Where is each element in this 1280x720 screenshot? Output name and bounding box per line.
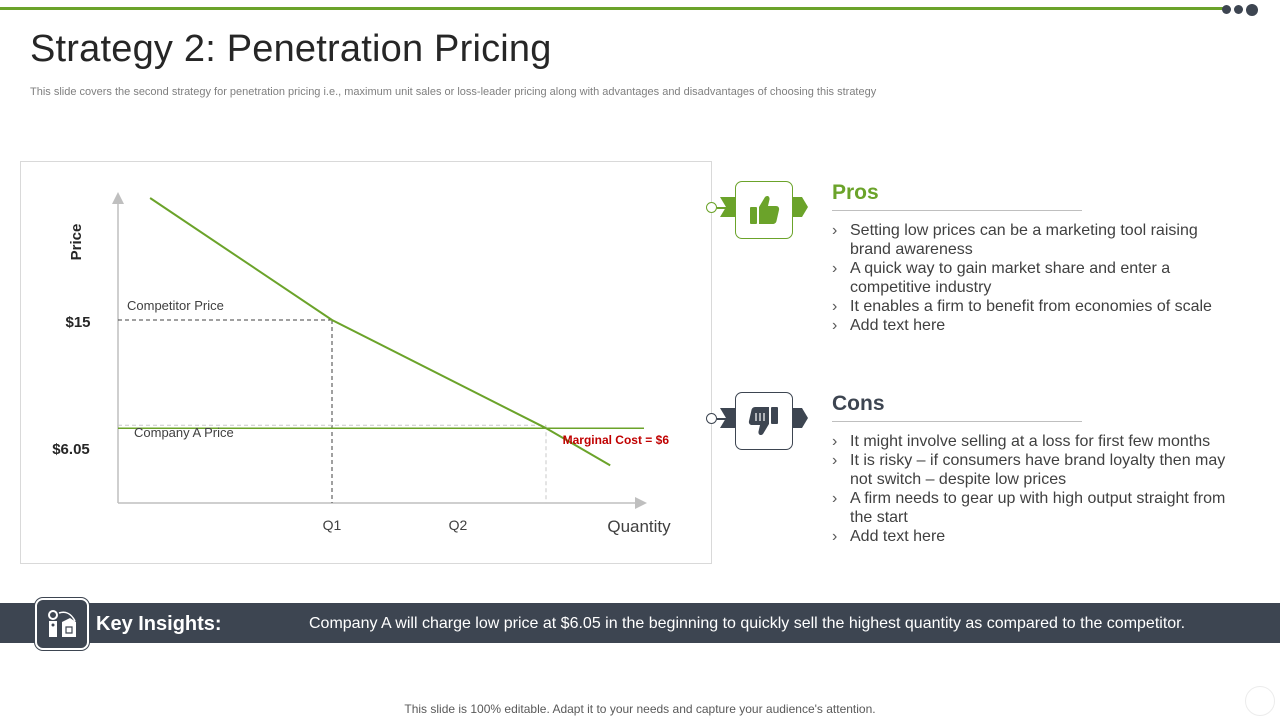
cons-ribbon-left bbox=[720, 408, 738, 428]
company-price-label: Company A Price bbox=[134, 425, 234, 440]
pros-connector-dot bbox=[706, 202, 717, 213]
list-item: It is risky – if consumers have brand lo… bbox=[832, 451, 1227, 489]
cons-icon-box bbox=[735, 392, 793, 450]
decorative-ring bbox=[1245, 686, 1275, 716]
thumbs-down-icon bbox=[748, 407, 778, 436]
pros-heading: Pros bbox=[832, 181, 879, 204]
pros-divider bbox=[832, 210, 1082, 211]
competitor-price-label: Competitor Price bbox=[127, 298, 224, 313]
pricing-chart: Price Quantity $15 $6.05 Q1 Q2 Competito… bbox=[20, 161, 712, 564]
list-item: A quick way to gain market share and ent… bbox=[832, 259, 1227, 297]
list-item: It might involve selling at a loss for f… bbox=[832, 432, 1227, 451]
list-item: A firm needs to gear up with high output… bbox=[832, 489, 1227, 527]
cons-heading: Cons bbox=[832, 392, 885, 415]
pros-ribbon-left bbox=[720, 197, 738, 217]
marginal-cost-label: Marginal Cost = $6 bbox=[563, 433, 670, 447]
list-item: It enables a firm to benefit from econom… bbox=[832, 297, 1227, 316]
x-tick-q2: Q2 bbox=[449, 517, 468, 533]
list-item: Add text here bbox=[832, 316, 1227, 335]
pros-ribbon-right bbox=[790, 197, 808, 217]
key-insights-text: Company A will charge low price at $6.05… bbox=[309, 615, 1186, 632]
decorative-dots bbox=[1222, 4, 1258, 16]
y-tick-6-05: $6.05 bbox=[52, 441, 90, 458]
insights-icon-box bbox=[35, 598, 89, 650]
pricing-chart-svg: Price Quantity $15 $6.05 Q1 Q2 Competito… bbox=[52, 192, 671, 536]
x-axis-label: Quantity bbox=[607, 517, 671, 536]
y-tick-15: $15 bbox=[65, 314, 90, 331]
key-insights-label: Key Insights: bbox=[96, 613, 222, 635]
price-tag-icon bbox=[48, 610, 76, 637]
page-subtitle: This slide covers the second strategy fo… bbox=[30, 86, 877, 98]
y-axis-label: Price bbox=[68, 224, 85, 261]
cons-connector-dot bbox=[706, 413, 717, 424]
demand-line bbox=[149, 197, 611, 467]
cons-ribbon-right bbox=[790, 408, 808, 428]
top-accent-line bbox=[0, 7, 1224, 10]
cons-divider bbox=[832, 421, 1082, 422]
key-insights-bar bbox=[0, 603, 1280, 643]
cons-list: It might involve selling at a loss for f… bbox=[832, 432, 1227, 546]
pros-icon-box bbox=[735, 181, 793, 239]
list-item: Setting low prices can be a marketing to… bbox=[832, 221, 1227, 259]
pros-list: Setting low prices can be a marketing to… bbox=[832, 221, 1227, 335]
thumbs-up-icon bbox=[750, 195, 780, 224]
list-item: Add text here bbox=[832, 527, 1227, 546]
footer-note: This slide is 100% editable. Adapt it to… bbox=[404, 702, 876, 716]
x-tick-q1: Q1 bbox=[323, 517, 342, 533]
page-title: Strategy 2: Penetration Pricing bbox=[30, 28, 552, 70]
